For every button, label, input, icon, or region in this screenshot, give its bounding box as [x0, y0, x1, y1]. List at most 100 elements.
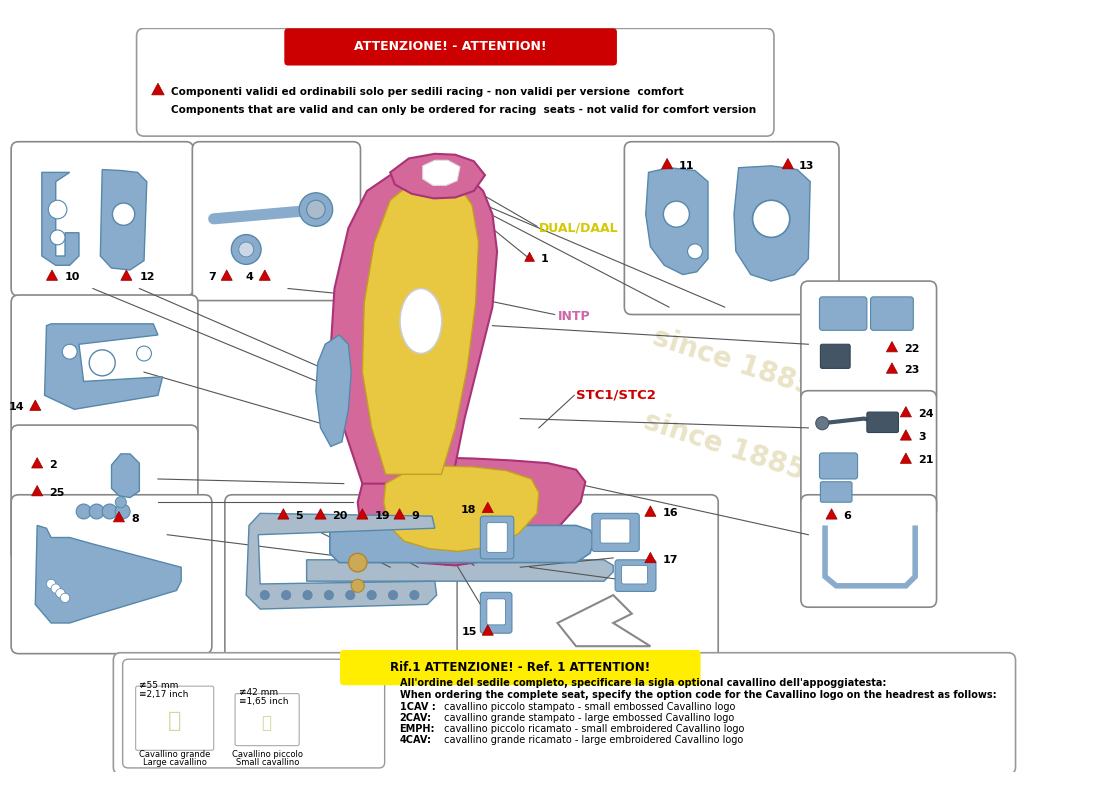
FancyBboxPatch shape: [821, 482, 852, 502]
Circle shape: [56, 589, 65, 598]
FancyBboxPatch shape: [592, 514, 639, 551]
Circle shape: [60, 594, 69, 602]
FancyBboxPatch shape: [224, 494, 463, 658]
Text: ≢42 mm: ≢42 mm: [239, 688, 278, 697]
Circle shape: [299, 193, 332, 226]
Text: 7: 7: [208, 272, 216, 282]
Circle shape: [324, 590, 333, 600]
Circle shape: [51, 584, 60, 594]
Circle shape: [261, 590, 270, 600]
Text: 14: 14: [9, 402, 24, 413]
Text: DUAL/DAAL: DUAL/DAAL: [539, 222, 618, 234]
Text: 23: 23: [904, 366, 920, 375]
Polygon shape: [330, 170, 497, 484]
Polygon shape: [121, 270, 132, 280]
Circle shape: [752, 200, 790, 238]
Circle shape: [136, 346, 152, 361]
Text: STC1/STC2: STC1/STC2: [576, 389, 656, 402]
Polygon shape: [362, 179, 478, 474]
Text: 11: 11: [679, 161, 694, 171]
Circle shape: [282, 590, 290, 600]
Circle shape: [663, 201, 690, 227]
FancyBboxPatch shape: [867, 412, 899, 433]
Circle shape: [102, 504, 117, 519]
Polygon shape: [390, 154, 485, 198]
Text: 1CAV :: 1CAV :: [399, 702, 436, 712]
FancyBboxPatch shape: [235, 694, 299, 746]
Circle shape: [63, 344, 77, 359]
Polygon shape: [30, 400, 41, 410]
Ellipse shape: [400, 289, 442, 354]
FancyBboxPatch shape: [340, 650, 701, 686]
Text: 1: 1: [541, 254, 549, 264]
Text: 22: 22: [904, 344, 920, 354]
FancyBboxPatch shape: [821, 344, 850, 369]
Polygon shape: [278, 509, 289, 519]
Text: 4: 4: [245, 272, 254, 282]
Text: cavallino piccolo stampato - small embossed Cavallino logo: cavallino piccolo stampato - small embos…: [441, 702, 736, 712]
Text: 4CAV:: 4CAV:: [399, 735, 431, 745]
Polygon shape: [384, 466, 539, 551]
Text: 20: 20: [332, 511, 348, 521]
Polygon shape: [482, 502, 494, 513]
Circle shape: [239, 242, 254, 257]
Polygon shape: [260, 270, 271, 280]
Text: 8: 8: [131, 514, 139, 524]
Text: 24: 24: [918, 409, 934, 419]
Polygon shape: [307, 560, 613, 581]
Polygon shape: [900, 406, 912, 417]
FancyBboxPatch shape: [11, 425, 198, 561]
Polygon shape: [645, 506, 656, 516]
Polygon shape: [113, 511, 124, 522]
FancyBboxPatch shape: [801, 390, 936, 517]
Text: since 1885: since 1885: [668, 230, 837, 310]
Circle shape: [46, 579, 56, 589]
Text: 15: 15: [461, 627, 476, 638]
Text: 21: 21: [918, 455, 934, 466]
Text: ≡2,17 inch: ≡2,17 inch: [140, 690, 189, 699]
Polygon shape: [645, 552, 656, 562]
Text: 17: 17: [662, 555, 678, 565]
Text: 9: 9: [411, 511, 419, 521]
Text: 5: 5: [296, 511, 304, 521]
FancyBboxPatch shape: [11, 295, 198, 445]
Text: cavallino piccolo ricamato - small embroidered Cavallino logo: cavallino piccolo ricamato - small embro…: [441, 724, 745, 734]
FancyBboxPatch shape: [801, 494, 936, 607]
FancyBboxPatch shape: [481, 592, 512, 634]
Text: Small cavallino: Small cavallino: [235, 758, 299, 767]
Circle shape: [116, 504, 130, 519]
Circle shape: [409, 590, 419, 600]
Circle shape: [231, 234, 261, 264]
Text: 2CAV:: 2CAV:: [399, 713, 431, 722]
FancyBboxPatch shape: [820, 453, 858, 479]
Polygon shape: [661, 158, 673, 169]
FancyBboxPatch shape: [625, 142, 839, 314]
Polygon shape: [358, 458, 585, 566]
Text: 25: 25: [50, 488, 65, 498]
FancyBboxPatch shape: [820, 297, 867, 330]
Text: INTP: INTP: [558, 310, 590, 323]
Text: Components that are valid and can only be ordered for racing  seats - not valid : Components that are valid and can only b…: [170, 105, 756, 115]
FancyBboxPatch shape: [284, 28, 617, 66]
Text: 18: 18: [461, 505, 476, 514]
FancyBboxPatch shape: [481, 516, 514, 559]
Polygon shape: [246, 514, 437, 609]
Text: When ordering the complete seat, specify the option code for the Cavallino logo : When ordering the complete seat, specify…: [399, 690, 997, 701]
Polygon shape: [152, 83, 164, 95]
FancyBboxPatch shape: [601, 519, 630, 543]
FancyBboxPatch shape: [487, 522, 507, 552]
FancyBboxPatch shape: [192, 142, 361, 301]
Circle shape: [76, 504, 91, 519]
Circle shape: [367, 590, 376, 600]
Text: ≡1,65 inch: ≡1,65 inch: [239, 698, 288, 706]
Polygon shape: [422, 160, 460, 186]
Polygon shape: [111, 454, 140, 498]
FancyBboxPatch shape: [136, 28, 774, 136]
Polygon shape: [32, 458, 43, 468]
Circle shape: [48, 200, 67, 219]
Text: 🐴: 🐴: [262, 714, 272, 732]
Polygon shape: [32, 486, 43, 496]
Text: Cavallino grande: Cavallino grande: [139, 750, 210, 759]
Polygon shape: [356, 509, 367, 519]
Text: since 1885: since 1885: [650, 323, 818, 402]
